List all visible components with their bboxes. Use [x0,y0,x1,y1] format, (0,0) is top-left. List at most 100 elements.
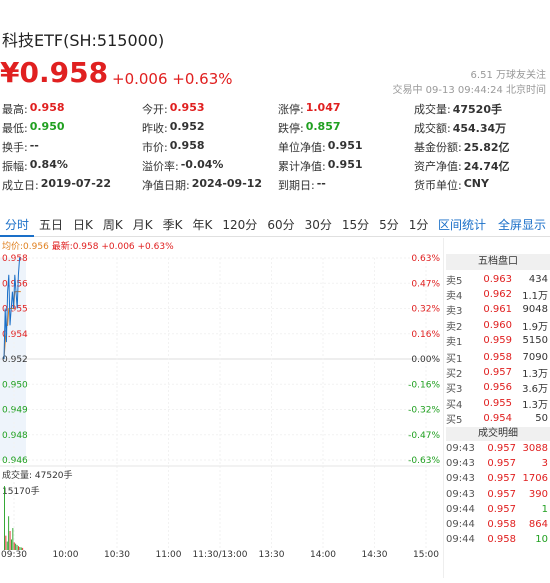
order-level: 买2 [446,369,463,381]
order-volume: 1.3万 [522,399,548,411]
tab-period[interactable]: 年K [192,217,213,232]
info-cell: 累计净值: 0.951 [278,158,414,177]
range-stats-link[interactable]: 区间统计 [437,218,486,232]
trade-volume: 1 [541,503,548,515]
info-label: 净值日期: [142,179,190,192]
info-value: 0.953 [169,101,205,114]
tab-period[interactable]: 周K [102,217,123,232]
volume-bar [16,544,18,550]
info-value: 0.958 [169,139,205,152]
trades-title: 成交明细 [446,427,550,441]
price-tick-label: 0.954 [2,330,28,340]
tab-period[interactable]: 30分 [304,217,332,232]
order-book-row: 买1 0.958 7090 [446,350,550,365]
volume-bar [19,547,21,550]
trade-price: 0.957 [487,473,516,485]
trade-volume: 3088 [522,443,548,455]
trade-time: 09:43 [446,473,475,485]
order-price: 0.957 [483,367,512,379]
info-label: 涨停: [278,103,304,116]
order-volume: 1.3万 [522,369,548,381]
tab-period[interactable]: 120分 [222,217,258,232]
followers-count[interactable]: 6.51 万球友关注 [470,70,546,81]
info-cell: 涨停: 1.047 [278,101,414,120]
info-row: 换手: -- 市价: 0.958 单位净值: 0.951 基金份额: 25.82亿 [2,139,548,158]
price-change: +0.006 +0.63% [112,70,233,88]
intraday-chart[interactable]: 0.9580.63%0.9560.47%0.9550.32%0.9540.16%… [0,238,442,583]
volume-bar [18,546,19,550]
info-label: 单位净值: [278,141,326,154]
trade-row: 09:43 0.957 3 [446,456,550,471]
trade-volume: 864 [528,519,548,531]
volume-label: 成交量: 47520手 [2,469,73,481]
trade-volume: 1706 [522,473,548,485]
info-value: 0.84% [29,158,68,171]
fullscreen-link[interactable]: 全屏显示 [497,218,546,232]
tab-period[interactable]: 15分 [341,217,370,232]
info-cell: 换手: -- [2,139,142,158]
tab-period[interactable]: 分时 [0,213,35,237]
tab-period[interactable]: 季K [162,217,183,232]
trade-price: 0.958 [487,519,516,531]
last-price-legend: 最新:0.958 +0.006 +0.63% [51,242,174,252]
volume-bar [13,542,15,550]
info-cell: 市价: 0.958 [142,139,278,158]
trade-time: 09:44 [446,503,475,515]
tab-period[interactable]: 五日 [39,217,64,232]
info-value: 2024-09-12 [191,177,263,190]
price-tick-label: 0.946 [2,456,28,466]
order-price: 0.959 [483,334,512,346]
info-label: 成交额: [414,122,451,135]
order-book-row: 卖2 0.960 1.9万 [446,318,550,333]
info-value: 24.74亿 [463,160,510,173]
volume-max-label: 15170手 [2,485,40,497]
volume-bar [12,528,14,550]
trade-volume: 390 [528,488,548,500]
info-value: 0.857 [305,120,341,133]
order-level: 卖3 [446,306,463,318]
order-book-row: 买3 0.956 3.6万 [446,380,550,395]
trades-list: 09:43 0.957 3088 09:43 0.957 3 09:43 0.957 1706 0… [446,441,550,547]
order-book-row: 买2 0.957 1.3万 [446,365,550,380]
info-cell: 资产净值: 24.74亿 [414,158,548,177]
time-tick-label: 10:30 [104,550,130,560]
order-price: 0.962 [483,289,512,301]
time-tick-label: 11:30/13:00 [193,550,248,560]
tab-period[interactable]: 日K [73,217,93,232]
pct-tick-label: 0.32% [411,305,440,315]
order-level: 卖2 [446,321,463,333]
pct-tick-label: -0.16% [408,380,440,390]
tab-period[interactable]: 月K [132,217,153,232]
trade-time: 09:43 [446,488,475,500]
info-label: 资产净值: [414,160,462,173]
volume-bar [6,541,8,550]
order-level: 卖4 [446,291,463,303]
pct-tick-label: -0.63% [408,456,440,466]
order-book-title: 五档盘口 [446,254,550,270]
order-volume: 434 [528,274,548,286]
info-value: -- [29,139,39,152]
time-tick-label: 11:00 [156,550,182,560]
tab-period[interactable]: 5分 [379,217,399,232]
order-volume: 1.9万 [522,321,548,333]
price-tick-label: 0.955 [2,305,28,315]
order-book-row: 卖3 0.961 9048 [446,302,550,317]
trade-time: 09:43 [446,458,475,470]
info-label: 换手: [2,141,28,154]
divider [443,238,444,578]
info-label: 今开: [142,103,168,116]
tab-period[interactable]: 60分 [267,217,295,232]
info-cell: 跌停: 0.857 [278,120,414,139]
order-price: 0.961 [483,304,512,316]
info-label: 成立日: [2,179,39,192]
info-label: 最低: [2,122,28,135]
order-level: 买5 [446,414,463,426]
trading-status: 交易中 09-13 09:44:24 北京时间 [392,85,546,96]
order-level: 买4 [446,399,463,411]
order-price: 0.954 [483,412,512,424]
tab-period[interactable]: 1分 [408,217,429,232]
trade-price: 0.958 [487,534,516,546]
volume-bar [5,535,7,550]
price-tick-label: 0.950 [2,380,28,390]
order-book-row: 卖4 0.962 1.1万 [446,287,550,302]
